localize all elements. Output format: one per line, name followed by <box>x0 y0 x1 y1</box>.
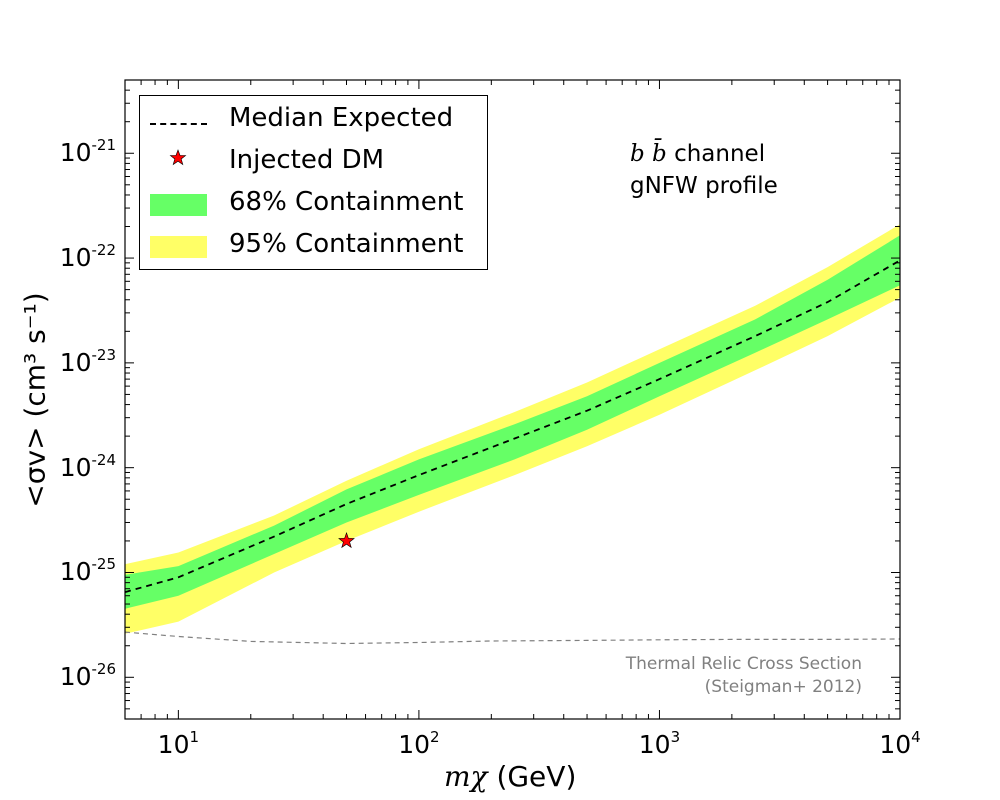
legend-item-median: Median Expected <box>140 103 487 145</box>
y-tick-label: 10-25 <box>59 555 116 587</box>
x-tick-label: 103 <box>638 728 681 759</box>
y-tick-label: 10-24 <box>59 450 116 482</box>
legend-dashed-line-swatch <box>150 123 207 125</box>
y-axis-title: <σv> (cm³ s⁻¹) <box>18 292 52 508</box>
x-axis-title: mχ (GeV) <box>444 760 576 793</box>
legend-label-68: 68% Containment <box>229 187 464 217</box>
thermal-relic-line <box>124 631 901 645</box>
channel-text: channel <box>674 141 766 167</box>
relic-label-line2: (Steigman+ 2012) <box>704 677 862 697</box>
x-tick-label: 104 <box>879 728 921 759</box>
x-tick-label: 101 <box>157 728 200 759</box>
legend-label-median: Median Expected <box>229 103 454 133</box>
plot-frame <box>124 79 901 720</box>
band-68-containment <box>125 235 900 609</box>
relic-label-line1: Thermal Relic Cross Section <box>625 654 862 674</box>
legend-item-68: 68% Containment <box>140 187 487 229</box>
containment-bands <box>125 224 900 634</box>
axis-ticks <box>124 79 901 720</box>
chart-lines <box>124 259 901 645</box>
x-axis-symbol: mχ <box>444 760 488 793</box>
y-tick-label: 10-23 <box>59 345 116 377</box>
legend-label-injected: Injected DM <box>229 145 385 175</box>
median-expected-line <box>124 259 901 593</box>
legend-yellow-swatch <box>150 236 207 258</box>
y-tick-label: 10-22 <box>59 241 116 273</box>
legend-item-injected: Injected DM <box>140 145 487 187</box>
profile-annotation: gNFW profile <box>630 173 778 199</box>
x-axis-unit: (GeV) <box>496 760 577 793</box>
y-tick-label: 10-21 <box>59 136 116 168</box>
legend-green-swatch <box>150 194 207 216</box>
legend-label-95: 95% Containment <box>229 229 464 259</box>
y-tick-label: 10-26 <box>59 660 116 692</box>
channel-symbol: b b̄ <box>630 141 667 167</box>
x-tick-label: 102 <box>398 728 440 759</box>
injected-dm-star <box>338 531 355 549</box>
chart-legend: Median Expected Injected DM 68% Containm… <box>139 95 488 270</box>
legend-item-95: 95% Containment <box>140 229 487 271</box>
channel-annotation: b b̄ channel <box>630 141 765 167</box>
legend-star-icon <box>169 149 187 166</box>
